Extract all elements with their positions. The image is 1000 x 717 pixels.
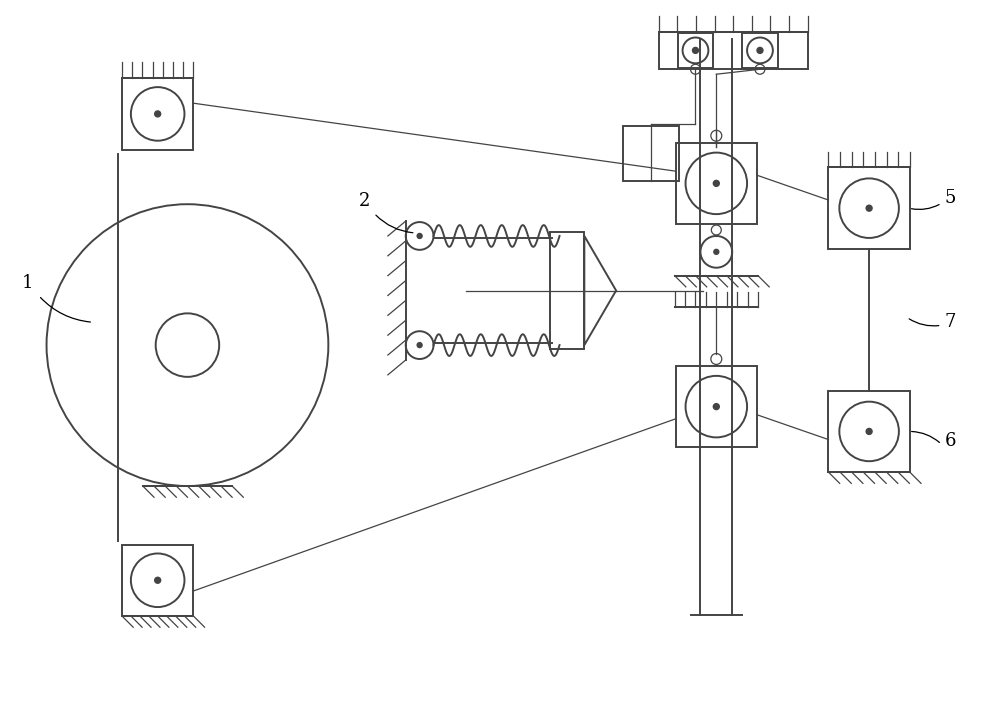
Bar (550, 232, 584, 349)
Circle shape (417, 343, 422, 348)
Circle shape (155, 111, 161, 117)
Bar (122, 544, 193, 616)
Circle shape (713, 404, 719, 409)
Circle shape (713, 181, 719, 186)
Bar (676, 366, 757, 447)
Bar (742, 32, 778, 68)
Circle shape (692, 47, 698, 53)
Bar (122, 78, 193, 150)
Bar (676, 143, 757, 224)
Circle shape (866, 429, 872, 435)
Bar (828, 391, 910, 472)
Text: 2: 2 (359, 192, 370, 210)
Text: 7: 7 (945, 313, 956, 331)
Circle shape (155, 577, 161, 583)
Circle shape (417, 234, 422, 239)
Circle shape (866, 205, 872, 211)
Bar (678, 32, 713, 68)
Bar (623, 125, 679, 181)
Text: 6: 6 (945, 432, 956, 450)
Circle shape (714, 250, 719, 255)
Text: 1: 1 (22, 274, 33, 292)
Bar (828, 168, 910, 249)
Circle shape (757, 47, 763, 53)
Bar (659, 32, 808, 70)
Text: 5: 5 (945, 189, 956, 207)
